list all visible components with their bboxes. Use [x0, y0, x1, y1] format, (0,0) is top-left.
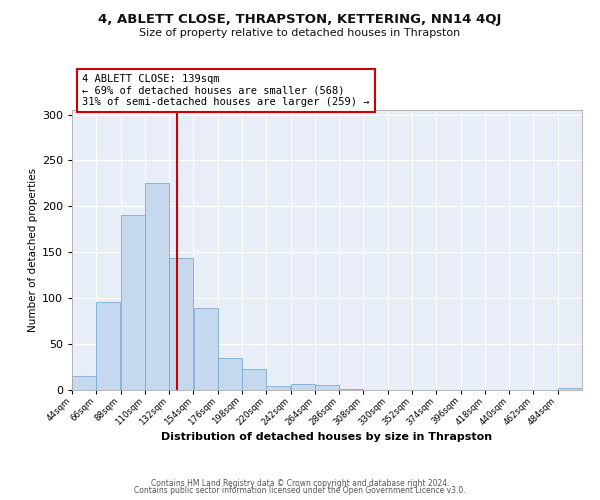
Bar — [97, 302, 121, 390]
Text: Contains public sector information licensed under the Open Government Licence v3: Contains public sector information licen… — [134, 486, 466, 495]
Bar — [340, 389, 363, 390]
Text: Contains HM Land Registry data © Crown copyright and database right 2024.: Contains HM Land Registry data © Crown c… — [151, 478, 449, 488]
Y-axis label: Number of detached properties: Number of detached properties — [28, 168, 38, 332]
Bar — [315, 386, 339, 390]
Text: 4 ABLETT CLOSE: 139sqm
← 69% of detached houses are smaller (568)
31% of semi-de: 4 ABLETT CLOSE: 139sqm ← 69% of detached… — [82, 74, 370, 107]
Bar — [194, 308, 218, 390]
Bar — [169, 258, 193, 390]
Bar — [121, 214, 145, 390]
Bar — [218, 358, 242, 390]
Bar — [266, 386, 290, 390]
Text: Size of property relative to detached houses in Thrapston: Size of property relative to detached ho… — [139, 28, 461, 38]
Bar — [291, 384, 314, 390]
Bar — [72, 376, 96, 390]
Bar — [242, 369, 266, 390]
Bar — [558, 388, 582, 390]
Bar — [145, 184, 169, 390]
X-axis label: Distribution of detached houses by size in Thrapston: Distribution of detached houses by size … — [161, 432, 493, 442]
Text: 4, ABLETT CLOSE, THRAPSTON, KETTERING, NN14 4QJ: 4, ABLETT CLOSE, THRAPSTON, KETTERING, N… — [98, 12, 502, 26]
